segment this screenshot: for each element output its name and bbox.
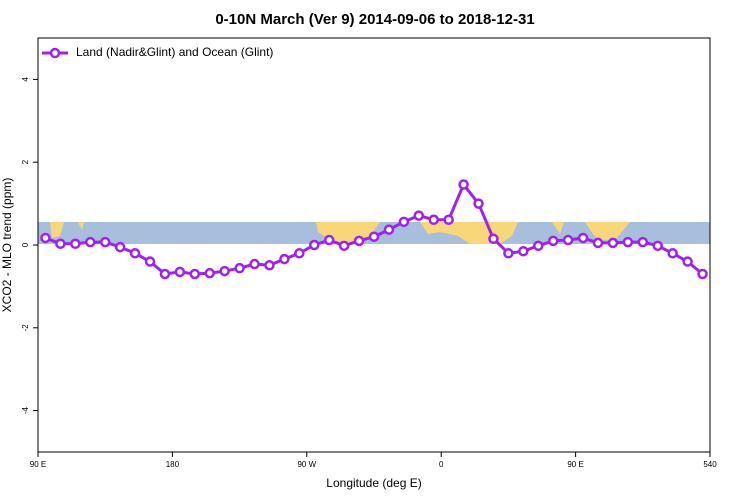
point	[383, 224, 395, 235]
land	[552, 222, 564, 234]
x-tick-label: 0	[439, 460, 444, 469]
point	[323, 234, 335, 246]
point	[338, 240, 350, 252]
point	[577, 232, 589, 244]
point	[70, 238, 81, 250]
point	[219, 265, 230, 277]
land	[585, 222, 630, 240]
land	[78, 222, 84, 230]
point	[129, 248, 141, 259]
point	[697, 268, 708, 280]
point	[85, 236, 96, 248]
point	[667, 248, 678, 259]
point	[428, 214, 439, 225]
point	[294, 248, 305, 259]
y-tick-label: -4	[21, 406, 30, 414]
point	[607, 237, 619, 249]
point	[353, 235, 365, 247]
x-axis-label: Longitude (deg E)	[326, 476, 421, 490]
point	[40, 232, 51, 244]
y-tick-label: -2	[21, 324, 30, 332]
point	[533, 240, 544, 252]
x-tick-label: 540	[703, 460, 717, 469]
point	[473, 198, 484, 209]
point	[398, 216, 410, 228]
point	[488, 233, 499, 245]
y-axis-label: XCO2 - MLO trend (ppm)	[0, 178, 14, 313]
chart-title: 0-10N March (Ver 9) 2014-09-06 to 2018-1…	[215, 11, 534, 28]
point	[622, 236, 634, 248]
land	[50, 222, 64, 238]
x-tick-label: 90 E	[567, 460, 583, 469]
point	[159, 268, 171, 280]
point	[234, 262, 245, 274]
point	[114, 241, 126, 253]
point	[189, 268, 201, 280]
y-tick-label: 0	[21, 242, 30, 247]
point	[204, 267, 215, 279]
point	[174, 266, 186, 278]
legend-label: Land (Nadir&Glint) and Ocean (Glint)	[76, 45, 273, 59]
point	[518, 245, 529, 257]
point	[144, 256, 156, 267]
point	[249, 258, 260, 270]
point	[547, 235, 559, 247]
x-tick-label: 90 E	[30, 460, 46, 469]
point	[562, 234, 574, 246]
y-tick-label: 2	[21, 159, 30, 164]
point	[458, 179, 469, 190]
point	[413, 210, 425, 221]
point	[279, 253, 290, 265]
point	[264, 260, 275, 271]
y-tick-label: 4	[21, 77, 30, 82]
point	[652, 240, 663, 252]
x-tick-label: 90 W	[297, 460, 316, 469]
point	[99, 236, 111, 248]
point	[503, 248, 514, 259]
point	[682, 256, 693, 267]
x-tick-label: 180	[166, 460, 180, 469]
point	[368, 231, 380, 242]
point	[637, 236, 649, 248]
point	[592, 237, 604, 249]
point	[55, 238, 66, 250]
point	[443, 214, 454, 225]
point	[309, 239, 320, 251]
legend-marker	[49, 47, 61, 59]
